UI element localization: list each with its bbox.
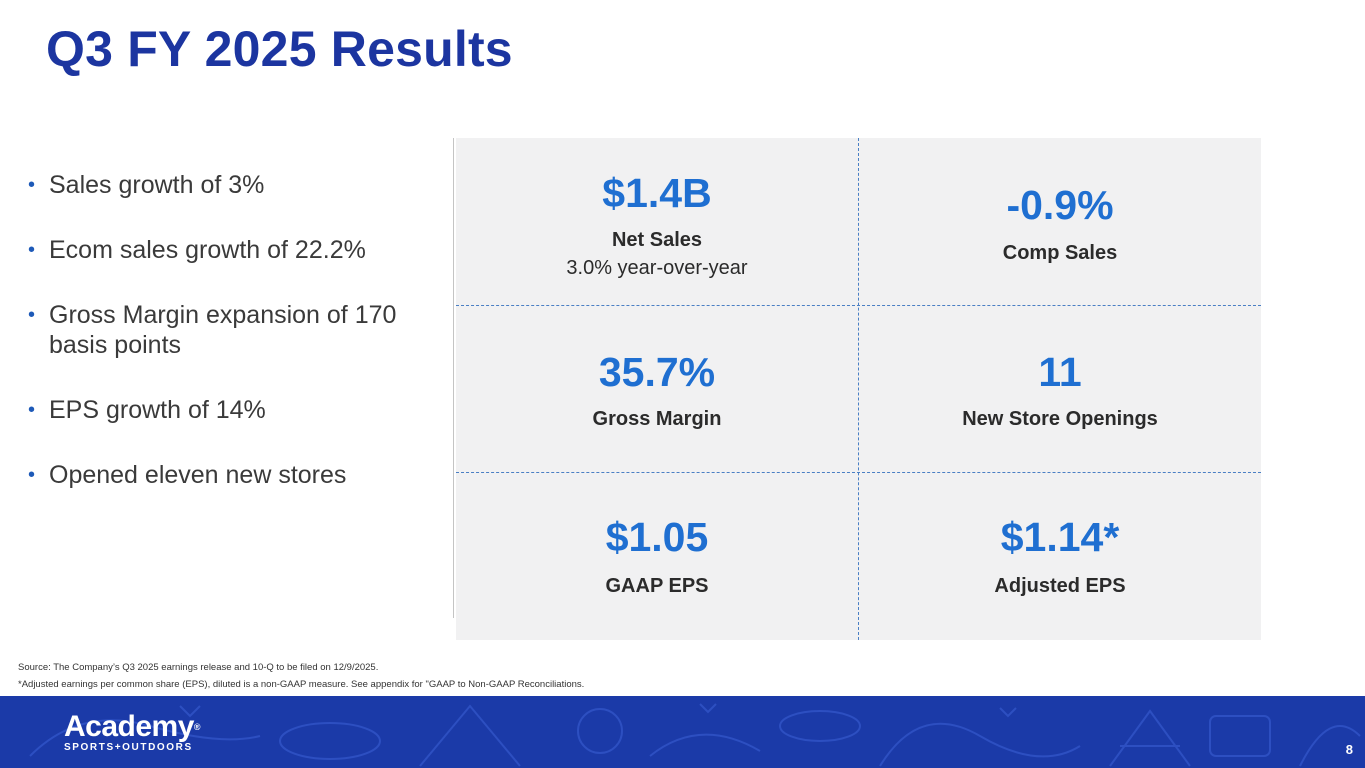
metric-value: $1.4B — [602, 170, 712, 216]
metric-gaap-eps: $1.05 GAAP EPS — [456, 472, 858, 639]
footer-banner — [0, 696, 1365, 768]
metric-adjusted-eps: $1.14* Adjusted EPS — [859, 472, 1261, 639]
bullet-item: • Opened eleven new stores — [28, 460, 448, 490]
metric-label: Comp Sales — [1002, 242, 1118, 264]
bullet-text: Opened eleven new stores — [49, 461, 347, 489]
bullet-dot-icon: • — [28, 304, 36, 326]
highlights-list: • Sales growth of 3% • Ecom sales growth o… — [28, 170, 448, 525]
bullet-text: Sales growth of 3% — [49, 171, 265, 199]
metric-label: Gross Margin — [592, 408, 722, 430]
metric-net-sales: $1.4B Net Sales 3.0% year-over-year — [456, 138, 858, 305]
metrics-panel: $1.4B Net Sales 3.0% year-over-year -0.9… — [456, 138, 1261, 640]
bullet-item: • Ecom sales growth of 22.2% — [28, 235, 448, 265]
metric-gross-margin: 35.7% Gross Margin — [456, 305, 858, 472]
metric-label: Net Sales — [611, 229, 703, 251]
bullet-dot-icon: • — [28, 239, 36, 261]
outdoor-illustration-pattern — [29, 703, 1361, 767]
metric-new-stores: 11 New Store Openings — [859, 305, 1261, 472]
slide-title: Q3 FY 2025 Results — [46, 21, 513, 77]
metric-comp-sales: -0.9% Comp Sales — [859, 138, 1261, 305]
bullet-text: Gross Margin expansion of 170 basis poin… — [49, 301, 397, 359]
metric-value: $1.05 — [605, 514, 709, 560]
metric-value: $1.14* — [1000, 514, 1120, 560]
metric-label: New Store Openings — [962, 408, 1158, 430]
logo-wordmark: Academy — [64, 710, 194, 743]
page-number: 8 — [1345, 742, 1353, 757]
metric-sublabel: 3.0% year-over-year — [566, 257, 748, 279]
metric-value: 11 — [1038, 349, 1082, 395]
bullet-item: • Gross Margin expansion of 170 basis poi… — [28, 300, 448, 360]
bullet-text: EPS growth of 14% — [49, 396, 266, 424]
logo-tagline: SPORTS+OUTDOORS — [64, 742, 193, 753]
metric-value: -0.9% — [1006, 182, 1114, 228]
bullet-dot-icon: • — [28, 464, 36, 486]
company-logo: Academy® SPORTS+OUTDOORS — [64, 710, 201, 754]
bullet-text: Ecom sales growth of 22.2% — [49, 236, 366, 264]
bullet-item: • EPS growth of 14% — [28, 395, 448, 425]
metric-value: 35.7% — [598, 349, 716, 395]
bullet-dot-icon: • — [28, 174, 36, 196]
panel-divider — [453, 138, 454, 618]
metric-label: GAAP EPS — [605, 575, 709, 597]
column-divider — [858, 138, 859, 640]
bullet-dot-icon: • — [28, 399, 36, 421]
metric-label: Adjusted EPS — [994, 575, 1126, 597]
bullet-item: • Sales growth of 3% — [28, 170, 448, 200]
adjusted-eps-footnote: *Adjusted earnings per common share (EPS… — [18, 679, 585, 690]
source-footnote: Source: The Company’s Q3 2025 earnings r… — [18, 662, 379, 673]
registered-mark: ® — [193, 722, 201, 732]
